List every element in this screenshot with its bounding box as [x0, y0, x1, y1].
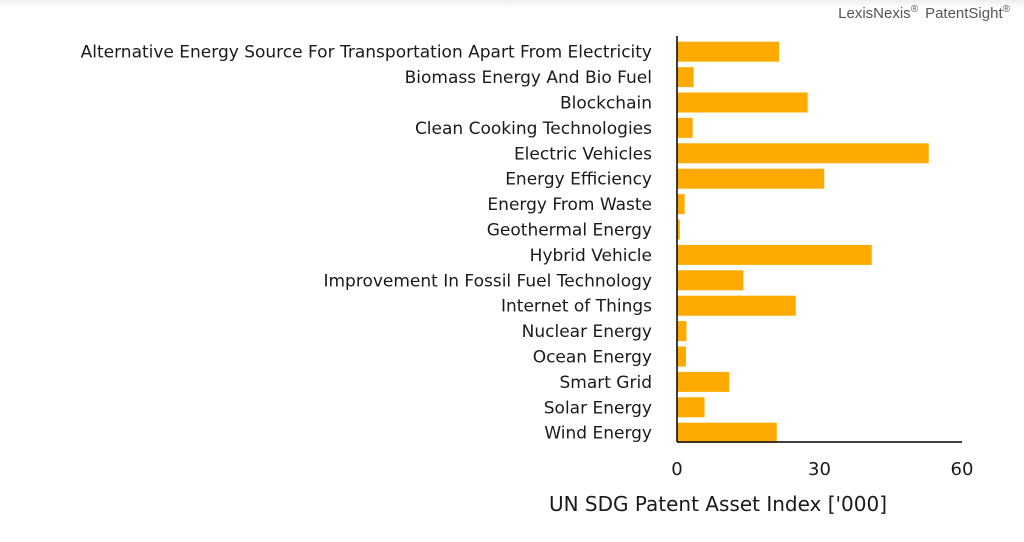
category-label: Alternative Energy Source For Transporta…	[81, 43, 652, 63]
brand-name-patentsight: PatentSight	[925, 5, 1003, 22]
top-shadow-bar	[0, 0, 1024, 8]
bar-8	[677, 244, 872, 265]
bar-6	[677, 194, 685, 215]
x-ticks-group: 0 30 60	[671, 459, 973, 480]
category-label: Ocean Energy	[533, 348, 652, 368]
category-label: Improvement In Fossil Fuel Technology	[323, 271, 652, 291]
category-label: Energy Efficiency	[505, 170, 652, 190]
category-label: Clean Cooking Technologies	[415, 119, 652, 139]
category-label: Biomass Energy And Bio Fuel	[405, 68, 652, 88]
x-tick-label: 60	[951, 459, 974, 480]
bar-3	[677, 117, 693, 138]
category-label: Solar Energy	[544, 398, 652, 418]
category-label: Nuclear Energy	[522, 322, 652, 342]
bar-12	[677, 346, 687, 367]
bar-4	[677, 143, 929, 164]
x-axis-title: UN SDG Patent Asset Index ['000]	[549, 492, 887, 516]
category-label: Wind Energy	[544, 424, 652, 444]
bar-7	[677, 219, 680, 240]
category-label: Energy From Waste	[487, 195, 652, 215]
bar-0	[677, 41, 780, 62]
registered-mark: ®	[1002, 4, 1010, 15]
bar-5	[677, 168, 825, 189]
x-tick-label: 0	[671, 459, 682, 480]
registered-mark: ®	[910, 4, 919, 15]
category-label: Hybrid Vehicle	[530, 246, 652, 266]
category-label: Internet of Things	[501, 297, 652, 317]
category-label: Smart Grid	[559, 373, 652, 393]
bar-14	[677, 397, 705, 418]
category-labels-group: Alternative Energy Source For Transporta…	[81, 43, 653, 444]
bar-1	[677, 67, 694, 88]
bar-10	[677, 295, 796, 316]
bar-11	[677, 321, 687, 342]
category-label: Electric Vehicles	[514, 144, 652, 164]
bar-2	[677, 92, 808, 113]
bar-13	[677, 371, 730, 392]
brand-logo: LexisNexis® PatentSight®	[838, 4, 1010, 22]
bars-group	[677, 41, 929, 443]
bar-9	[677, 270, 744, 291]
brand-name-lexisnexis: LexisNexis	[838, 5, 911, 22]
category-label: Blockchain	[560, 94, 652, 114]
bar-15	[677, 422, 777, 443]
x-tick-label: 30	[808, 459, 831, 480]
category-label: Geothermal Energy	[487, 221, 652, 241]
